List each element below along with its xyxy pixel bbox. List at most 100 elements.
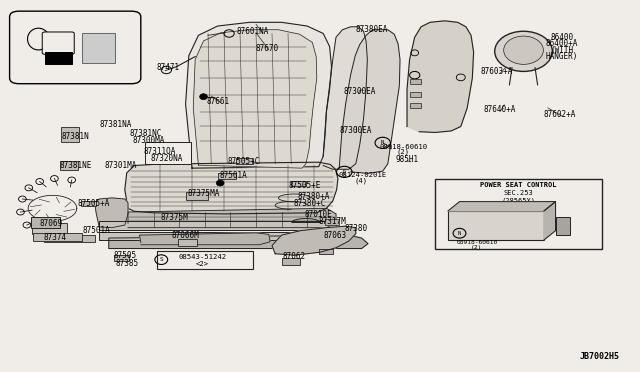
Text: 87380+C: 87380+C: [294, 199, 326, 208]
Text: 87301MA: 87301MA: [104, 161, 136, 170]
Text: 87317M: 87317M: [319, 217, 347, 226]
Text: 08543-51242: 08543-51242: [178, 254, 227, 260]
Polygon shape: [186, 22, 332, 168]
Text: 87381NC: 87381NC: [130, 129, 162, 138]
Text: 87670: 87670: [256, 44, 279, 53]
Polygon shape: [544, 202, 556, 240]
Bar: [325, 219, 339, 225]
Text: 87640+A: 87640+A: [483, 105, 515, 114]
Text: 87501A: 87501A: [219, 171, 247, 180]
Text: 87380EA: 87380EA: [355, 25, 387, 34]
Text: <2>: <2>: [196, 261, 209, 267]
Text: S: S: [159, 257, 163, 262]
Text: (WITH: (WITH: [550, 46, 573, 55]
Text: (4): (4): [355, 177, 367, 184]
Text: 87381NA: 87381NA: [99, 120, 131, 129]
Bar: [60, 161, 78, 170]
Bar: [45, 52, 72, 64]
Text: 87300EA: 87300EA: [344, 87, 376, 96]
Bar: [82, 33, 115, 63]
Text: 87385: 87385: [115, 259, 138, 268]
Ellipse shape: [504, 36, 543, 64]
Text: (2): (2): [397, 149, 410, 155]
Ellipse shape: [495, 31, 552, 71]
Text: 87300MA: 87300MA: [132, 136, 164, 145]
Text: S: S: [342, 169, 346, 174]
Bar: [61, 127, 79, 142]
Bar: [291, 181, 306, 186]
Text: 86400: 86400: [550, 33, 573, 42]
Text: 86400+A: 86400+A: [546, 39, 578, 48]
Bar: [44, 235, 95, 242]
Text: POWER SEAT CONTROL: POWER SEAT CONTROL: [480, 182, 557, 188]
Text: 87505+E: 87505+E: [289, 181, 321, 190]
Text: 87381N: 87381N: [61, 132, 90, 141]
Text: 87601NA: 87601NA: [237, 27, 269, 36]
Text: 87505+C: 87505+C: [227, 157, 259, 166]
Text: HANGER): HANGER): [546, 52, 578, 61]
Text: 87380: 87380: [344, 224, 367, 233]
Bar: [556, 217, 570, 235]
Polygon shape: [339, 30, 400, 173]
Text: 985H1: 985H1: [396, 155, 419, 164]
Text: 87062: 87062: [283, 252, 306, 261]
Text: 87381NE: 87381NE: [60, 161, 92, 170]
Bar: [410, 92, 421, 97]
Text: 87010E: 87010E: [305, 210, 333, 219]
Bar: [81, 201, 96, 206]
Polygon shape: [272, 226, 356, 255]
Polygon shape: [125, 162, 338, 214]
Polygon shape: [448, 202, 556, 211]
Text: (28565X): (28565X): [501, 198, 536, 204]
Text: 87471: 87471: [156, 63, 179, 72]
Bar: [186, 192, 208, 200]
Bar: [435, 179, 602, 249]
Text: N: N: [381, 140, 385, 145]
Bar: [448, 211, 544, 240]
Text: 08918-60610: 08918-60610: [379, 144, 428, 150]
Bar: [145, 142, 191, 164]
Bar: [99, 221, 336, 230]
Bar: [114, 255, 129, 261]
Text: 87320NA: 87320NA: [150, 154, 182, 163]
Bar: [410, 103, 421, 108]
Text: JB7002H5: JB7002H5: [580, 352, 620, 361]
Text: 87375MA: 87375MA: [188, 189, 220, 198]
Polygon shape: [140, 233, 270, 245]
Polygon shape: [323, 27, 367, 169]
Bar: [99, 232, 336, 240]
Bar: [410, 79, 421, 84]
Polygon shape: [109, 235, 368, 248]
Bar: [282, 258, 300, 265]
Text: 87374: 87374: [44, 233, 67, 242]
Bar: [319, 249, 333, 254]
Text: 08124-0201E: 08124-0201E: [338, 172, 387, 178]
Text: 87063: 87063: [324, 231, 347, 240]
Polygon shape: [95, 198, 128, 228]
Bar: [178, 239, 197, 246]
Text: SEC.253: SEC.253: [504, 190, 533, 196]
Text: 87505: 87505: [114, 251, 137, 260]
Bar: [32, 223, 67, 234]
Text: 87066M: 87066M: [172, 231, 200, 240]
Text: 87603+A: 87603+A: [481, 67, 513, 76]
Polygon shape: [128, 208, 336, 228]
Text: 87069: 87069: [40, 219, 63, 228]
Bar: [157, 251, 253, 269]
Bar: [31, 217, 60, 228]
Text: N: N: [458, 231, 461, 236]
Text: 87375M: 87375M: [160, 213, 188, 222]
Text: 87661: 87661: [206, 97, 229, 106]
Text: (2): (2): [471, 245, 483, 250]
Ellipse shape: [216, 180, 224, 186]
Text: 08918-60610: 08918-60610: [456, 240, 497, 245]
Text: 87505+A: 87505+A: [77, 199, 109, 208]
Ellipse shape: [200, 94, 207, 100]
Bar: [236, 158, 253, 164]
Bar: [33, 233, 82, 241]
FancyBboxPatch shape: [10, 11, 141, 84]
Polygon shape: [407, 21, 474, 132]
Text: 87501A: 87501A: [82, 226, 110, 235]
Text: 87300EA: 87300EA: [339, 126, 371, 135]
Text: 87602+A: 87602+A: [543, 110, 575, 119]
